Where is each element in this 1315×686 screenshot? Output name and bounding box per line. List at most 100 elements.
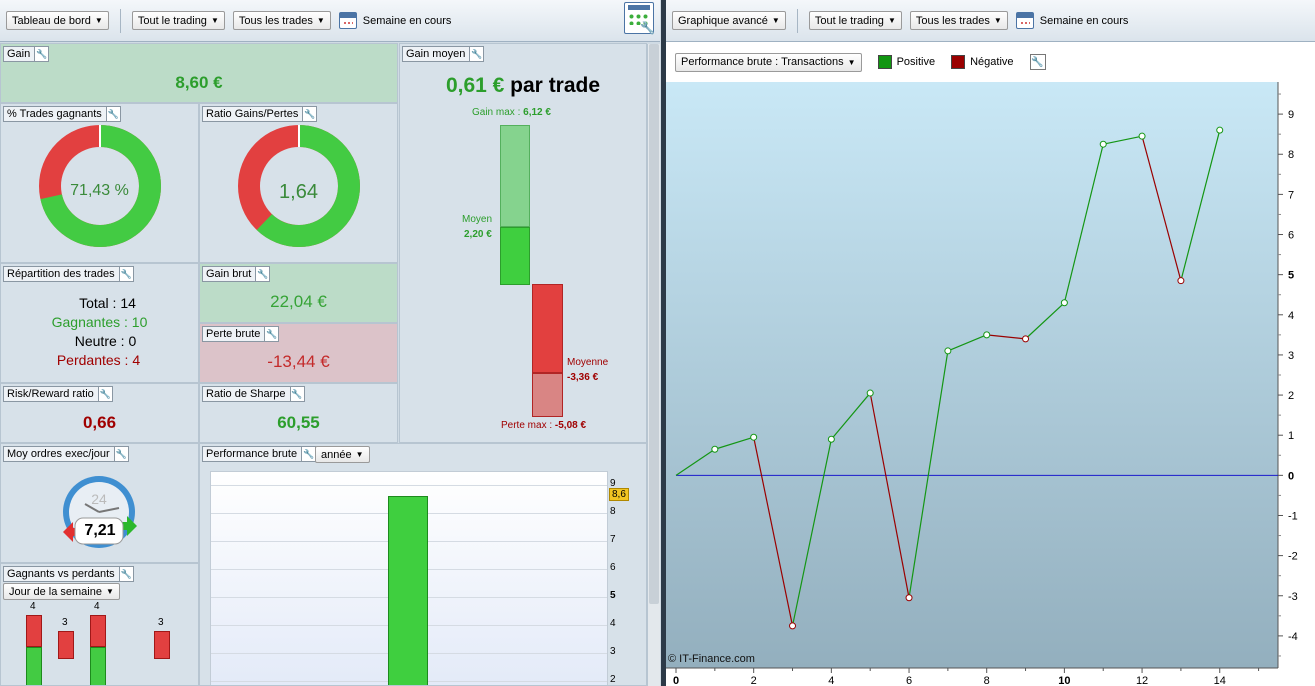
- data-point[interactable]: [905, 594, 913, 602]
- wrench-icon[interactable]: 🔧: [302, 107, 317, 121]
- perte-brute-widget: Perte brute 🔧 -13,44 €: [199, 323, 398, 383]
- wrench-icon[interactable]: 🔧: [105, 107, 120, 121]
- dashboard-scrollbar[interactable]: [647, 44, 660, 686]
- series-segment: [791, 439, 832, 626]
- chevron-down-icon: ▼: [847, 57, 856, 67]
- gains-losses-donut: [238, 125, 360, 247]
- perf-brute-y-tick: 9: [610, 478, 616, 489]
- wrench-icon[interactable]: 🔧: [97, 387, 112, 401]
- repartition-tag: Répartition des trades 🔧: [3, 266, 134, 282]
- legend-positive[interactable]: Positive: [877, 55, 936, 69]
- data-point[interactable]: [1060, 299, 1068, 307]
- data-point[interactable]: [750, 433, 758, 441]
- gvp-winner-bar: [90, 647, 106, 685]
- advanced-chart-panel: Performance brute : Transactions ▼ Positi…: [666, 42, 1315, 686]
- legend-positive-label: Positive: [896, 56, 936, 68]
- series-select[interactable]: Performance brute : Transactions ▼: [675, 52, 862, 72]
- total-row: Total : 14: [79, 295, 136, 311]
- wrench-icon[interactable]: 🔧: [113, 447, 128, 461]
- wrench-icon[interactable]: 🔧: [469, 47, 484, 61]
- perte-moyenne-bar: [532, 284, 563, 373]
- wrench-icon[interactable]: 🔧: [301, 447, 316, 461]
- series-segment: [1025, 302, 1065, 340]
- wrench-icon[interactable]: 🔧: [289, 387, 304, 401]
- data-point[interactable]: [1022, 335, 1030, 343]
- moyenne-value: -3,36 €: [567, 372, 599, 383]
- trading-select[interactable]: Tout le trading ▼: [131, 11, 225, 30]
- y-tick-label: 2: [1288, 390, 1294, 402]
- pct-trades-value: 71,43 %: [70, 182, 129, 199]
- gain-moyen-title: Gain moyen: [406, 48, 466, 60]
- chart-trades-select[interactable]: Tous les trades ▼: [909, 11, 1008, 30]
- chevron-down-icon: ▼: [887, 16, 896, 25]
- data-point[interactable]: [866, 389, 874, 397]
- chart-trading-select-label: Tout le trading: [814, 14, 884, 27]
- wrench-icon[interactable]: 🔧: [264, 327, 279, 341]
- data-point[interactable]: [711, 445, 719, 453]
- data-point[interactable]: [1099, 140, 1107, 148]
- series-segment: [1103, 135, 1143, 145]
- chevron-down-icon: ▼: [771, 16, 780, 25]
- chevron-down-icon: ▼: [210, 16, 219, 25]
- risk-reward-value: 0,66: [82, 413, 117, 432]
- series-segment: [947, 334, 987, 352]
- x-tick-label: 6: [906, 675, 912, 686]
- data-point[interactable]: [1216, 126, 1224, 134]
- y-tick-label: -3: [1288, 591, 1298, 603]
- legend-negative[interactable]: Négative: [951, 55, 1014, 69]
- chart-trading-select[interactable]: Tout le trading ▼: [808, 11, 902, 30]
- ratio-value: 1,64: [279, 181, 318, 203]
- panel-splitter[interactable]: [661, 0, 666, 686]
- data-point[interactable]: [789, 622, 797, 630]
- y-tick-label: 4: [1288, 310, 1294, 322]
- sharpe-value: 60,55: [277, 413, 320, 432]
- perf-brute-value-badge: 8,6: [609, 488, 629, 502]
- wrench-icon[interactable]: 🔧: [34, 47, 49, 61]
- data-point[interactable]: [1138, 132, 1146, 140]
- perf-brute-period-label: année: [321, 448, 352, 461]
- y-tick-label: 6: [1288, 230, 1294, 242]
- gvp-select-label: Jour de la semaine: [9, 585, 102, 598]
- period-picker[interactable]: Semaine en cours: [338, 12, 452, 29]
- x-axis-area: [666, 668, 1315, 686]
- perf-brute-tag: Performance brute 🔧: [202, 446, 317, 462]
- trades-select[interactable]: Tous les trades ▼: [232, 11, 331, 30]
- gagnantes-row: Gagnantes : 10: [51, 314, 148, 330]
- winning-trades-donut: [39, 125, 161, 247]
- wrench-icon[interactable]: 🔧: [255, 267, 270, 281]
- data-point[interactable]: [827, 435, 835, 443]
- perte-brute-value: -13,44 €: [267, 352, 330, 371]
- gvp-bar-label: 4: [30, 601, 36, 612]
- perf-brute-period-select[interactable]: année ▼: [315, 446, 370, 463]
- view-select[interactable]: Tableau de bord ▼: [6, 11, 109, 30]
- data-point[interactable]: [944, 347, 952, 355]
- wrench-icon[interactable]: 🔧: [118, 267, 133, 281]
- data-point[interactable]: [1177, 277, 1185, 285]
- wrench-icon[interactable]: 🔧: [118, 567, 133, 581]
- chart-period-picker[interactable]: Semaine en cours: [1015, 12, 1128, 29]
- data-point[interactable]: [983, 331, 991, 339]
- risk-reward-title: Risk/Reward ratio: [7, 388, 94, 400]
- gain-title: Gain: [7, 48, 31, 60]
- scrollbar-thumb[interactable]: [649, 44, 659, 604]
- x-tick-label: 10: [1058, 675, 1070, 686]
- perf-brute-y-tick: 8: [610, 506, 616, 517]
- x-tick-label: 14: [1214, 675, 1226, 686]
- gvp-loser-bar: [154, 631, 170, 659]
- perf-brute-y-tick: 6: [610, 562, 616, 573]
- chart-view-select[interactable]: Graphique avancé ▼: [672, 11, 786, 30]
- x-tick-label: 2: [751, 675, 757, 686]
- moy-ordres-value: 7,21: [84, 522, 116, 539]
- neutre-row: Neutre : 0: [74, 333, 137, 349]
- moy-ordres-title: Moy ordres exec/jour: [7, 448, 110, 460]
- perf-brute-plot: [210, 471, 608, 685]
- dashboard-config-icon[interactable]: 🔧: [624, 2, 655, 35]
- y-tick-label: 1: [1288, 430, 1294, 442]
- gvp-select[interactable]: Jour de la semaine ▼: [3, 583, 120, 600]
- chart-settings-wrench-icon[interactable]: 🔧: [1029, 54, 1046, 70]
- series-segment: [753, 437, 794, 626]
- series-segment: [1141, 136, 1182, 281]
- y-tick-label: 3: [1288, 350, 1294, 362]
- period-label: Semaine en cours: [362, 14, 452, 27]
